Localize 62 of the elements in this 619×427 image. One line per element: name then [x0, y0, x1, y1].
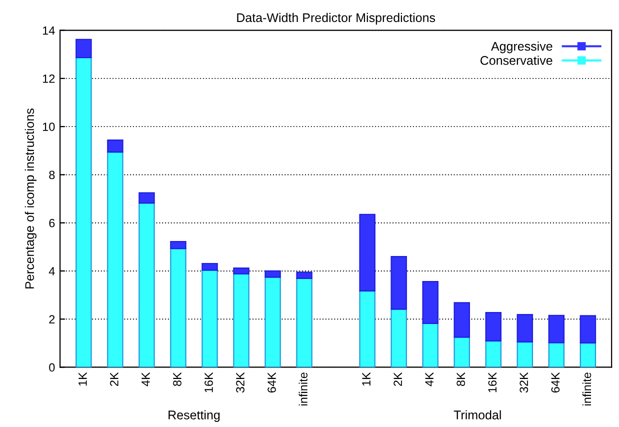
- x-tick-label: 1K: [362, 372, 370, 386]
- x-tick-label: 2K: [110, 372, 118, 386]
- bar: [454, 302, 470, 338]
- x-tick-label: 8K: [173, 372, 182, 386]
- x-tick-label: 16K: [204, 372, 213, 392]
- x-tick-label: 2K: [394, 372, 402, 386]
- x-tick-label: infinite: [582, 372, 592, 406]
- bar: [296, 272, 312, 279]
- bar: [359, 214, 376, 292]
- bar: [233, 268, 250, 274]
- bar: [233, 273, 250, 368]
- bar: [548, 342, 565, 368]
- x-tick-label: 8K: [456, 372, 466, 386]
- bar: [107, 139, 124, 153]
- legend-label: Aggressive: [491, 42, 552, 54]
- bar: [170, 248, 186, 368]
- y-tick-label: 0: [49, 363, 55, 372]
- bar: [422, 322, 438, 368]
- x-tick-label: infinite: [298, 372, 308, 406]
- bar: [580, 342, 596, 368]
- bar: [202, 270, 218, 368]
- bar: [390, 256, 407, 310]
- x-tick-label: 32K: [520, 372, 528, 393]
- y-tick-label: 10: [42, 122, 55, 131]
- y-tick-label: 14: [42, 26, 55, 35]
- bar: [107, 152, 124, 368]
- x-tick-label: 32K: [236, 372, 244, 393]
- text: Resetting: [168, 410, 220, 422]
- x-tick-label: 16K: [488, 372, 497, 392]
- bar: [138, 192, 155, 204]
- bar: [422, 280, 438, 324]
- bar: [485, 312, 502, 342]
- y-tick-label: 6: [49, 218, 55, 228]
- bar: [264, 276, 281, 368]
- y-tick-label: 4: [48, 267, 55, 276]
- x-tick-label: 1K: [78, 372, 87, 386]
- bar: [516, 314, 534, 343]
- x-tick-label: 4K: [425, 372, 434, 386]
- bar: [516, 341, 534, 368]
- text: Trimodal: [454, 410, 501, 420]
- y-tick-label: 2: [49, 315, 55, 324]
- bar: [296, 278, 312, 368]
- bar: [76, 56, 92, 368]
- bar: [390, 308, 407, 368]
- bar: [202, 262, 218, 271]
- bar: [170, 241, 186, 250]
- bar: [548, 314, 565, 344]
- x-tick-label: 64K: [268, 372, 276, 392]
- bar: [359, 290, 376, 368]
- x-tick-label: 64K: [551, 372, 560, 392]
- bar: [138, 202, 155, 368]
- y-axis-title: Percentage of icomp instructions: [24, 108, 36, 288]
- y-tick-label: 8: [49, 170, 55, 180]
- bar: [264, 270, 281, 278]
- x-tick-label: 4K: [142, 372, 150, 386]
- bar: [76, 38, 92, 58]
- bar: [485, 340, 502, 368]
- legend-label: Conservative: [480, 56, 552, 65]
- chart-title: Data-Width Predictor Mispredictions: [237, 12, 436, 25]
- bar: [454, 336, 470, 368]
- y-tick-label: 12: [42, 74, 55, 83]
- bar: [580, 315, 596, 344]
